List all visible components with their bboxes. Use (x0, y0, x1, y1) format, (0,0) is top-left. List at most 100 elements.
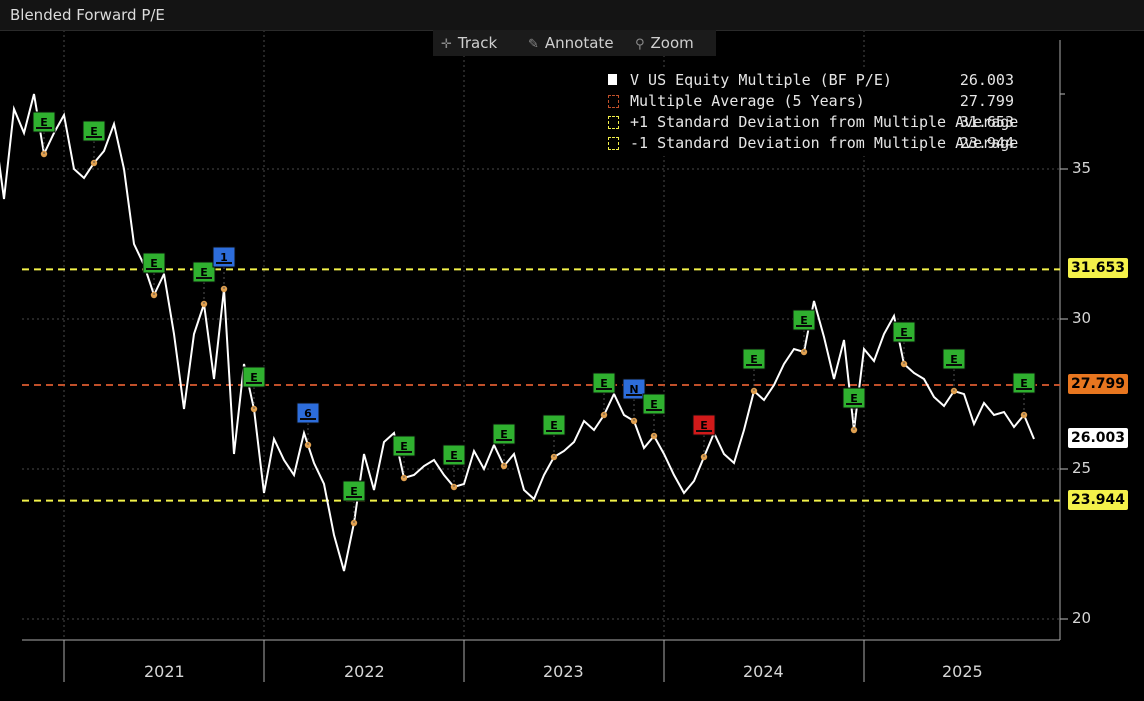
legend-value: 26.003 (959, 71, 1014, 89)
event-marker-label: E (800, 314, 808, 327)
event-marker-underline (646, 409, 662, 411)
chart-toolbar: ✛ Track ✎ Annotate ⚲ Zoom (433, 30, 716, 56)
zoom-button[interactable]: ⚲ Zoom (635, 30, 694, 56)
event-marker-underline (846, 403, 862, 405)
event-marker[interactable]: E (542, 414, 566, 436)
event-marker-underline (796, 325, 812, 327)
event-marker-label: E (650, 398, 658, 411)
event-marker-label: E (750, 353, 758, 366)
event-marker[interactable]: N (622, 378, 646, 400)
x-tick-label: 2023 (543, 662, 584, 681)
legend-label: Multiple Average (5 Years) (630, 92, 865, 110)
event-marker-underline (396, 451, 412, 453)
event-marker-underline (346, 496, 362, 498)
event-marker-label: N (629, 383, 638, 396)
event-marker-label: E (1020, 377, 1028, 390)
event-marker[interactable]: E (842, 387, 866, 409)
crosshair-icon: ✛ (441, 37, 452, 52)
event-marker-underline (696, 430, 712, 432)
event-marker[interactable]: E (592, 372, 616, 394)
x-tick-label: 2021 (144, 662, 185, 681)
y-tick-label: 30 (1072, 309, 1092, 327)
event-marker-label: E (200, 266, 208, 279)
event-marker-label: E (90, 125, 98, 138)
event-marker[interactable]: E (492, 423, 516, 445)
event-marker-underline (946, 364, 962, 366)
event-marker[interactable]: E (142, 252, 166, 274)
event-marker[interactable]: E (1012, 372, 1036, 394)
event-marker-label: E (550, 419, 558, 432)
x-tick-label: 2024 (743, 662, 784, 681)
series-line-pe (0, 93, 1035, 572)
annotate-label: Annotate (544, 34, 614, 52)
x-tick-label: 2022 (344, 662, 385, 681)
event-marker[interactable]: E (792, 309, 816, 331)
legend-item-average[interactable]: Multiple Average (5 Years) 27.799 (600, 91, 1020, 112)
annotate-button[interactable]: ✎ Annotate (528, 30, 614, 56)
event-markers[interactable]: EEEEEE1E6EEEEEENEEEEEEEE (0, 42, 1036, 523)
event-marker[interactable]: E (32, 111, 56, 133)
event-marker-label: E (700, 419, 708, 432)
event-marker-underline (546, 430, 562, 432)
last-value-tag: 26.003 (1068, 428, 1128, 448)
event-marker[interactable]: E (342, 480, 366, 502)
legend-swatch-pe (608, 74, 617, 85)
event-marker-label: E (150, 257, 158, 270)
event-marker-underline (746, 364, 762, 366)
event-marker-label: E (900, 326, 908, 339)
event-marker-label: E (850, 392, 858, 405)
event-marker[interactable]: E (82, 120, 106, 142)
track-label: Track (457, 34, 498, 52)
event-marker[interactable]: 6 (296, 402, 320, 424)
zoom-label: Zoom (650, 34, 694, 52)
event-marker[interactable]: E (692, 414, 716, 436)
event-marker[interactable]: 1 (212, 246, 236, 268)
plus1sd-value-tag: 31.653 (1068, 258, 1128, 278)
legend-value: 31.653 (959, 113, 1014, 131)
window-title: Blended Forward P/E (10, 6, 165, 24)
track-button[interactable]: ✛ Track (441, 30, 497, 56)
event-marker-underline (300, 418, 316, 420)
legend-item-minus1sd[interactable]: -1 Standard Deviation from Multiple Aver… (600, 133, 1020, 154)
event-marker[interactable]: E (742, 348, 766, 370)
event-marker-underline (626, 394, 642, 396)
legend-item-pe[interactable]: V US Equity Multiple (BF P/E) 26.003 (600, 70, 1020, 91)
y-tick-label: 35 (1072, 159, 1092, 177)
event-marker-label: E (350, 485, 358, 498)
x-tick-label: 2025 (942, 662, 983, 681)
legend-value: 23.944 (959, 134, 1014, 152)
event-marker-underline (896, 337, 912, 339)
event-marker-underline (86, 136, 102, 138)
event-marker-label: E (500, 428, 508, 441)
legend-label: -1 Standard Deviation from Multiple Aver… (630, 134, 1019, 152)
event-marker[interactable]: E (242, 366, 266, 388)
legend-item-plus1sd[interactable]: +1 Standard Deviation from Multiple Aver… (600, 112, 1020, 133)
legend-label: V US Equity Multiple (BF P/E) (630, 71, 892, 89)
y-tick-label: 20 (1072, 609, 1092, 627)
event-marker-underline (596, 388, 612, 390)
event-marker-underline (36, 127, 52, 129)
event-marker-underline (246, 382, 262, 384)
window-titlebar: Blended Forward P/E (0, 0, 1144, 31)
event-marker[interactable]: E (892, 321, 916, 343)
legend-swatch-average (608, 95, 619, 108)
event-marker[interactable]: E (942, 348, 966, 370)
event-marker-underline (196, 277, 212, 279)
pencil-icon: ✎ (528, 37, 539, 52)
legend-swatch-plus1sd (608, 116, 619, 129)
event-marker-underline (146, 268, 162, 270)
chart-legend: V US Equity Multiple (BF P/E) 26.003 Mul… (600, 68, 1020, 156)
event-marker-label: 1 (220, 251, 228, 264)
average-value-tag: 27.799 (1068, 374, 1128, 394)
event-marker[interactable]: E (192, 261, 216, 283)
event-marker-underline (216, 262, 232, 264)
y-tick-label: 25 (1072, 459, 1092, 477)
magnifier-icon: ⚲ (635, 37, 645, 52)
event-marker-underline (446, 460, 462, 462)
event-marker[interactable]: E (392, 435, 416, 457)
event-marker[interactable]: E (642, 393, 666, 415)
x-axis (22, 639, 1060, 682)
legend-label: +1 Standard Deviation from Multiple Aver… (630, 113, 1019, 131)
event-marker-label: E (450, 449, 458, 462)
event-marker[interactable]: E (442, 444, 466, 466)
